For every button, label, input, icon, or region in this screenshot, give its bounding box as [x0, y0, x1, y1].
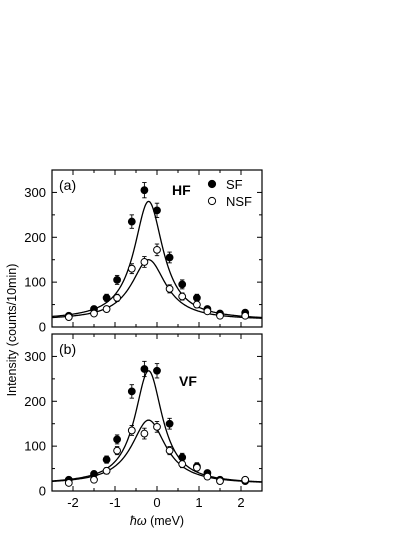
- y-tick-label: 0: [39, 484, 46, 499]
- panel-a-label: (a): [59, 177, 76, 193]
- legend-nsf-marker: [207, 196, 217, 206]
- y-tick-label: 100: [24, 275, 46, 290]
- data-point-nsf: [165, 284, 174, 293]
- y-tick-label: 300: [24, 185, 46, 200]
- y-tick-label: 200: [24, 230, 46, 245]
- panel-a: 0 100 200 300 (a) HF SF NSF: [24, 169, 263, 335]
- y-tick-label: 200: [24, 394, 46, 409]
- data-point-nsf: [113, 446, 121, 455]
- fit-curve-sf: [51, 370, 263, 483]
- panel-a-fits: [51, 200, 263, 319]
- y-tick-label: 0: [39, 320, 46, 335]
- data-point-sf: [140, 186, 149, 195]
- y-axis-label: Intensity (counts/10min): [5, 264, 19, 397]
- y-tick-label: 300: [24, 349, 46, 364]
- data-point-nsf: [102, 466, 111, 475]
- x-axis-label: ħω (meV): [130, 514, 184, 528]
- data-point-sf: [178, 280, 187, 289]
- data-point-nsf: [64, 313, 73, 322]
- fit-curve-sf: [51, 200, 263, 319]
- panel-b: 0 100 200 300 (b) VF: [24, 333, 263, 499]
- data-point-sf: [127, 387, 136, 396]
- data-point-nsf: [216, 477, 224, 486]
- fit-curve-nsf: [51, 259, 263, 319]
- data-point-nsf: [193, 300, 201, 309]
- data-point-nsf: [113, 293, 121, 302]
- data-point-nsf: [203, 472, 212, 481]
- data-point-sf: [193, 293, 201, 302]
- data-point-sf: [153, 366, 161, 375]
- data-point-sf: [113, 276, 121, 284]
- data-point-nsf: [193, 463, 201, 472]
- legend: SF NSF: [207, 177, 252, 209]
- x-axis-label-symbol: ħω: [130, 514, 147, 528]
- data-point-nsf: [241, 311, 250, 320]
- data-point-nsf: [90, 309, 98, 318]
- panel-b-configuration: VF: [179, 373, 197, 389]
- data-point-nsf: [64, 479, 73, 487]
- x-tick-label: 0: [153, 495, 160, 510]
- data-point-nsf: [178, 460, 187, 468]
- data-point-sf: [127, 217, 136, 226]
- data-point-nsf: [127, 264, 136, 273]
- panel-b-label: (b): [59, 341, 76, 357]
- legend-sf-marker: [207, 179, 217, 189]
- data-point-nsf: [140, 258, 149, 266]
- x-tick-label: -2: [67, 495, 79, 510]
- data-point-sf: [113, 435, 121, 444]
- data-point-nsf: [102, 305, 111, 313]
- data-point-sf: [165, 419, 174, 428]
- data-point-nsf: [140, 429, 149, 438]
- panel-a-configuration: HF: [172, 182, 191, 198]
- panel-a-points: [64, 182, 250, 322]
- x-tick-label: 1: [195, 495, 202, 510]
- data-point-nsf: [153, 245, 161, 254]
- data-point-sf: [153, 206, 161, 215]
- data-point-nsf: [178, 292, 187, 301]
- x-axis-label-unit: (meV): [147, 514, 185, 528]
- data-point-sf: [165, 253, 174, 262]
- data-point-nsf: [165, 446, 174, 455]
- data-point-nsf: [241, 475, 250, 484]
- panel-a-ticks: 0 100 200 300: [24, 170, 263, 335]
- data-point-nsf: [90, 475, 98, 484]
- x-tick-labels: -2 -1 0 1 2: [67, 495, 244, 510]
- x-tick-label: 2: [237, 495, 244, 510]
- panel-b-ticks: 0 100 200 300: [24, 334, 263, 499]
- data-point-nsf: [153, 422, 161, 431]
- legend-nsf-label: NSF: [226, 194, 252, 209]
- legend-sf-label: SF: [226, 177, 243, 192]
- y-tick-label: 100: [24, 439, 46, 454]
- data-point-sf: [102, 293, 111, 302]
- data-point-nsf: [127, 426, 136, 435]
- panel-b-points: [64, 360, 250, 487]
- data-point-nsf: [203, 307, 212, 316]
- data-point-nsf: [216, 311, 224, 320]
- data-point-sf: [102, 455, 111, 464]
- data-point-sf: [178, 453, 187, 462]
- data-point-sf: [140, 365, 149, 373]
- x-tick-label: -1: [109, 495, 121, 510]
